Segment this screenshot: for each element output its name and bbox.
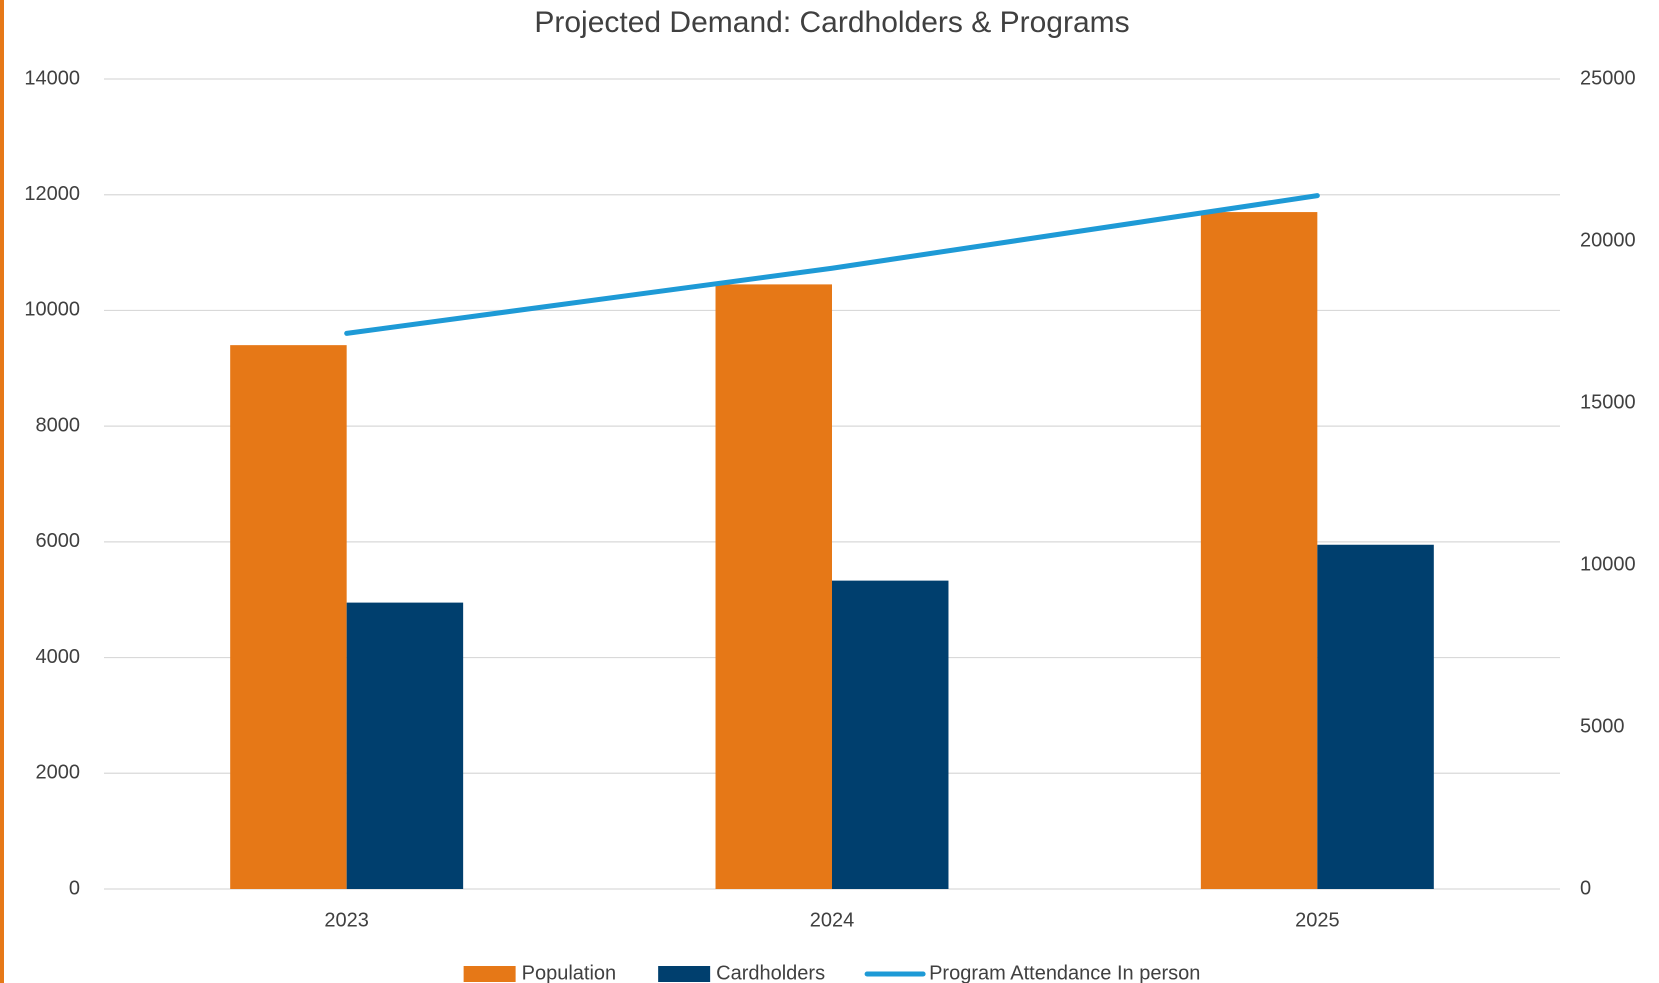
bar [715,284,832,890]
bar [1317,544,1434,889]
legend-symbol [463,966,516,982]
y2-tick-label: 0 [1580,877,1591,899]
y2-tick-label: 10000 [1580,553,1636,575]
line [344,193,1320,336]
legend-symbol [658,966,711,982]
legend-label: Population [522,962,617,983]
y2-tick-label: 15000 [1580,391,1636,413]
y2-tick-label: 25000 [1580,67,1636,89]
bar [832,580,949,889]
chart-title: Projected Demand: Cardholders & Programs [534,6,1129,39]
edge-stripe [0,0,4,983]
legend-label: Program Attendance In person [929,962,1200,983]
y-tick-label: 2000 [36,762,81,784]
y-tick-label: 10000 [24,299,80,321]
x-tick-label: 2025 [1295,909,1340,931]
x-tick-label: 2023 [324,909,369,931]
y-tick-label: 12000 [24,183,80,205]
legend-label: Cardholders [716,962,825,983]
bar [346,602,464,889]
bar [1200,212,1318,890]
y-tick-label: 4000 [36,646,81,668]
y-tick-label: 14000 [24,67,80,89]
y-tick-label: 8000 [36,414,81,436]
bar [230,345,347,890]
x-tick-label: 2024 [810,909,855,931]
y-tick-label: 6000 [36,530,81,552]
y2-tick-label: 20000 [1580,229,1636,251]
y-tick-label: 0 [69,877,80,899]
y2-tick-label: 5000 [1580,715,1625,737]
